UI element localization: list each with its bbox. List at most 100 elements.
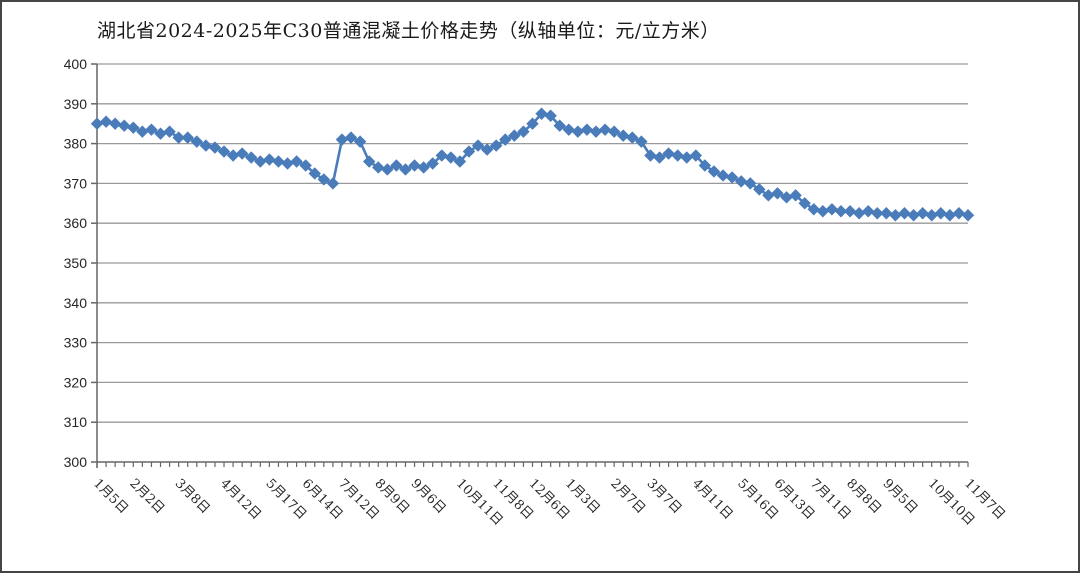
- data-point-marker: [535, 107, 548, 120]
- data-point-marker: [789, 189, 802, 202]
- data-point-marker: [317, 173, 331, 186]
- data-point-marker: [925, 209, 938, 222]
- data-point-marker: [553, 119, 566, 132]
- data-point-marker: [834, 205, 848, 218]
- data-point-marker: [145, 123, 158, 136]
- x-tick-label: 3月7日: [644, 476, 685, 517]
- data-point-marker: [426, 157, 439, 170]
- data-point-marker: [245, 151, 258, 164]
- data-point-marker: [617, 129, 630, 142]
- data-point-marker: [526, 117, 539, 130]
- data-point-marker: [571, 125, 585, 138]
- x-tick-label: 1月5日: [90, 476, 131, 517]
- y-tick-label: 370: [64, 175, 88, 191]
- data-point-marker: [698, 159, 712, 172]
- data-point-marker: [707, 165, 721, 178]
- data-point-marker: [118, 119, 131, 132]
- y-tick-label: 320: [64, 374, 88, 390]
- y-tick-label: 360: [64, 215, 88, 231]
- data-point-marker: [798, 197, 811, 210]
- data-point-marker: [753, 183, 766, 196]
- y-tick-label: 350: [64, 255, 88, 271]
- data-point-marker: [635, 135, 648, 148]
- data-point-marker: [163, 125, 176, 138]
- data-point-marker: [607, 125, 621, 138]
- data-point-marker: [435, 149, 448, 162]
- data-point-marker: [653, 151, 666, 164]
- data-point-marker: [362, 155, 376, 168]
- y-tick-label: 300: [64, 454, 88, 470]
- data-point-marker: [508, 129, 521, 142]
- x-tick-label: 2月2日: [126, 476, 167, 517]
- data-point-marker: [408, 159, 421, 172]
- data-point-marker: [852, 207, 866, 220]
- data-point-marker: [181, 131, 194, 144]
- data-point-marker: [199, 139, 213, 152]
- data-point-marker: [843, 205, 857, 218]
- y-tick-label: 310: [64, 414, 88, 430]
- data-point-marker: [725, 171, 739, 184]
- data-point-marker: [880, 207, 893, 220]
- data-point-marker: [952, 207, 966, 220]
- data-point-marker: [771, 187, 784, 200]
- x-tick-label: 3月8日: [172, 476, 213, 517]
- data-point-marker: [889, 209, 902, 222]
- data-point-marker: [299, 159, 312, 172]
- y-tick-label: 380: [64, 136, 88, 152]
- y-tick-label: 330: [64, 335, 88, 351]
- data-point-marker: [671, 149, 684, 162]
- data-point-marker: [580, 123, 594, 136]
- data-point-marker: [680, 151, 693, 164]
- data-point-marker: [272, 155, 285, 168]
- y-tick-label: 340: [64, 295, 88, 311]
- data-point-marker: [816, 205, 830, 218]
- data-point-marker: [290, 155, 303, 168]
- data-point-marker: [825, 203, 839, 216]
- data-point-marker: [308, 167, 321, 180]
- data-point-marker: [127, 121, 140, 134]
- data-point-marker: [372, 161, 385, 174]
- data-point-marker: [562, 123, 575, 136]
- data-point-marker: [871, 207, 884, 220]
- data-point-marker: [598, 123, 612, 136]
- x-tick-label: 9月6日: [408, 476, 449, 517]
- data-point-marker: [471, 139, 485, 152]
- y-tick-label: 390: [64, 96, 88, 112]
- data-point-marker: [517, 125, 530, 138]
- data-point-marker: [934, 207, 947, 220]
- chart-title: 湖北省2024-2025年C30普通混凝土价格走势（纵轴单位：元/立方米）: [97, 20, 720, 42]
- data-point-marker: [108, 117, 122, 130]
- data-point-marker: [898, 207, 911, 220]
- data-point-marker: [208, 141, 222, 154]
- data-point-marker: [626, 131, 639, 144]
- x-tick-label: 4月12日: [217, 476, 264, 523]
- data-point-marker: [263, 153, 276, 166]
- data-point-marker: [907, 209, 920, 222]
- data-point-marker: [961, 209, 975, 222]
- data-point-marker: [399, 163, 412, 176]
- data-point-marker: [943, 209, 957, 222]
- data-point-marker: [444, 151, 458, 164]
- data-point-marker: [381, 163, 394, 176]
- x-tick-label: 4月11日: [689, 476, 736, 523]
- x-tick-label: 9月5日: [880, 476, 921, 517]
- data-point-marker: [217, 145, 231, 158]
- data-point-marker: [326, 177, 340, 190]
- data-point-marker: [544, 109, 557, 122]
- data-point-marker: [916, 207, 929, 220]
- data-point-marker: [861, 205, 875, 218]
- data-point-marker: [190, 135, 204, 148]
- data-point-marker: [453, 155, 467, 168]
- x-tick-label: 2月7日: [607, 476, 648, 517]
- data-point-marker: [744, 177, 757, 190]
- data-point-marker: [353, 135, 367, 148]
- data-point-marker: [689, 149, 703, 162]
- data-point-marker: [172, 131, 185, 144]
- y-tick-label: 400: [64, 56, 88, 72]
- data-point-marker: [662, 147, 675, 160]
- data-point-marker: [499, 133, 512, 146]
- data-point-marker: [90, 117, 104, 130]
- data-point-marker: [644, 149, 657, 162]
